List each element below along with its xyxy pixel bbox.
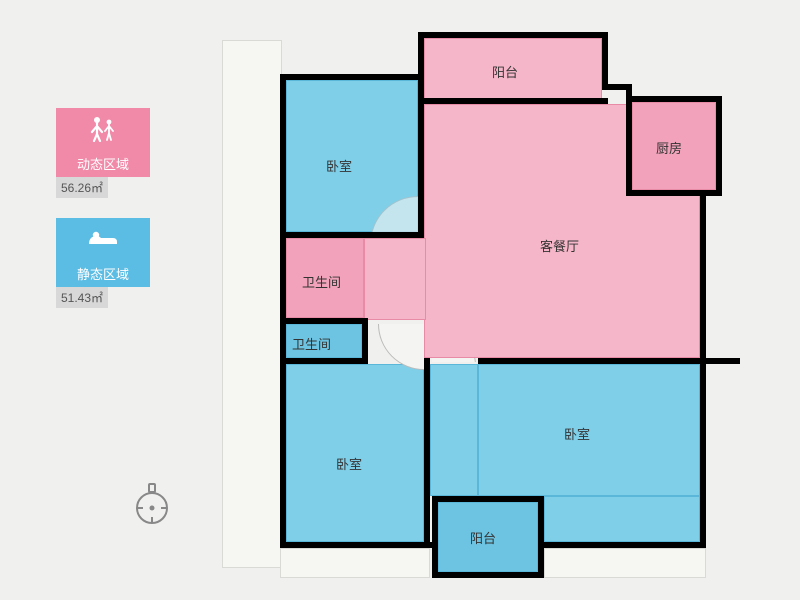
wall [478, 358, 708, 364]
legend-dynamic: 动态区域 56.26㎡ [56, 108, 150, 198]
outer-area-bottom-right [544, 548, 706, 578]
label-balcony-top: 阳台 [492, 62, 518, 81]
legend-static-value: 51.43㎡ [56, 287, 108, 308]
legend-static: 静态区域 51.43㎡ [56, 218, 150, 308]
wall [626, 96, 722, 102]
wall [280, 74, 286, 324]
outer-area-bottom-left [280, 548, 430, 578]
legend-panel: 动态区域 56.26㎡ 静态区域 51.43㎡ [56, 108, 150, 328]
door-arc [370, 196, 418, 236]
sleeping-icon [79, 218, 127, 258]
label-bath2: 卫生间 [292, 334, 331, 353]
wall [280, 318, 286, 548]
wall [538, 542, 706, 548]
label-bath1: 卫生间 [302, 272, 341, 291]
wall [716, 96, 722, 196]
label-bedroom-bl: 卧室 [336, 454, 362, 473]
wall [418, 32, 424, 104]
wall [626, 102, 632, 196]
door-arc [378, 324, 424, 370]
legend-static-label: 静态区域 [56, 258, 150, 287]
wall [700, 358, 706, 548]
room-bedroom-br-ext [544, 496, 700, 542]
label-bedroom-tl: 卧室 [326, 156, 352, 175]
floor-plan: 阳台 厨房 客餐厅 卫生间 卧室 卫生间 卧室 卧室 阳台 [210, 26, 750, 578]
label-kitchen: 厨房 [656, 138, 682, 157]
room-living-ext [364, 238, 426, 320]
legend-dynamic-value: 56.26㎡ [56, 177, 108, 198]
wall [280, 74, 424, 80]
label-living: 客餐厅 [540, 236, 579, 255]
people-icon [79, 108, 127, 148]
wall [418, 98, 608, 104]
wall [432, 496, 438, 578]
compass-icon [130, 480, 174, 533]
wall [424, 358, 430, 548]
room-corridor [430, 364, 478, 496]
wall [418, 98, 424, 238]
wall [418, 32, 608, 38]
wall [286, 318, 368, 324]
wall [286, 232, 424, 238]
wall [432, 572, 544, 578]
wall [280, 542, 430, 548]
label-bedroom-br: 卧室 [564, 424, 590, 443]
wall [280, 358, 368, 364]
wall [432, 496, 544, 502]
room-bedroom-bl [286, 364, 424, 542]
wall [362, 318, 368, 362]
wall [626, 190, 706, 196]
wall [602, 32, 608, 90]
wall [700, 190, 706, 364]
wall [538, 496, 544, 578]
legend-dynamic-label: 动态区域 [56, 148, 150, 177]
outer-area-left [222, 40, 282, 568]
label-balcony-bottom: 阳台 [470, 528, 496, 547]
